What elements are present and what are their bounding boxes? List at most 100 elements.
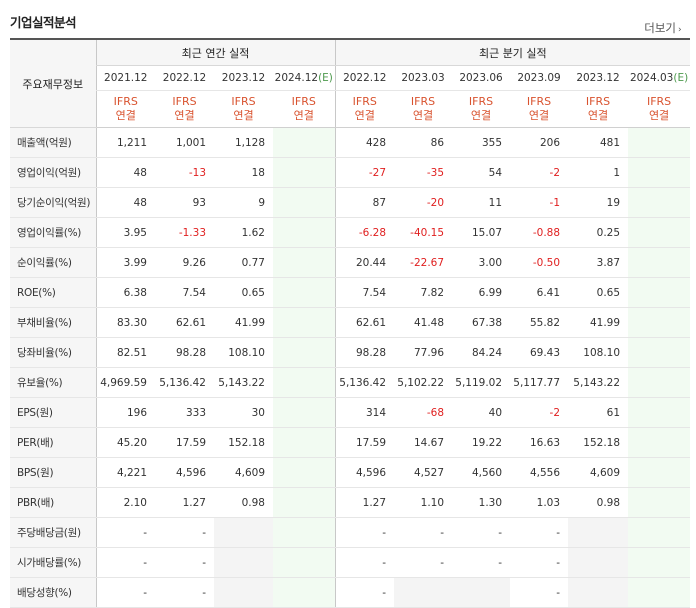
table-cell: 3.99 bbox=[95, 247, 155, 278]
table-cell bbox=[568, 517, 629, 548]
basis-header: IFRS 연결 bbox=[394, 90, 453, 128]
row-header: 주요재무정보 bbox=[10, 38, 96, 128]
table-cell: 108.10 bbox=[214, 337, 273, 368]
basis-sub-label: 연결 bbox=[470, 109, 492, 122]
table-cell: - bbox=[95, 517, 155, 548]
table-cell: - bbox=[155, 517, 214, 548]
table-cell: 3.87 bbox=[568, 247, 629, 278]
table-cell bbox=[273, 277, 336, 308]
row-label: BPS(원) bbox=[10, 457, 96, 488]
period-label: 2023.06 bbox=[459, 72, 503, 84]
table-cell: 5,119.02 bbox=[452, 367, 511, 398]
table-row: ROE(%) 6.38 7.54 0.65 7.54 7.82 6.99 6.41 0.65 bbox=[10, 277, 691, 308]
table-cell: -2 bbox=[510, 397, 569, 428]
table-cell bbox=[628, 457, 691, 488]
row-label: 배당성향(%) bbox=[10, 577, 96, 608]
table-cell: 0.65 bbox=[214, 277, 273, 308]
table-cell bbox=[394, 577, 453, 608]
table-cell: 3.00 bbox=[452, 247, 511, 278]
table-cell: 4,969.59 bbox=[95, 367, 155, 398]
period-header: 2023.09 bbox=[510, 65, 569, 91]
table-cell: 4,596 bbox=[155, 457, 214, 488]
table-cell bbox=[273, 367, 336, 398]
table-cell: - bbox=[452, 547, 511, 578]
table-cell: 2.10 bbox=[95, 487, 155, 518]
table-cell: - bbox=[334, 517, 395, 548]
table-cell: - bbox=[510, 577, 569, 608]
table-cell: 86 bbox=[394, 127, 453, 158]
period-label: 2021.12 bbox=[104, 72, 148, 84]
table-cell: 108.10 bbox=[568, 337, 629, 368]
period-label: 2023.09 bbox=[517, 72, 561, 84]
table-cell: 5,136.42 bbox=[334, 367, 395, 398]
table-cell: 11 bbox=[452, 187, 511, 218]
table-cell: 9.26 bbox=[155, 247, 214, 278]
table-cell: -35 bbox=[394, 157, 453, 188]
table-row: 영업이익(억원) 48 -13 18 -27 -35 54 -2 1 bbox=[10, 157, 691, 188]
row-label: 당좌비율(%) bbox=[10, 337, 96, 368]
table-cell: - bbox=[334, 547, 395, 578]
table-cell: 1.27 bbox=[155, 487, 214, 518]
basis-header: IFRS 연결 bbox=[510, 90, 569, 128]
table-cell bbox=[273, 487, 336, 518]
table-cell: 7.82 bbox=[394, 277, 453, 308]
row-label: 당기순이익(억원) bbox=[10, 187, 96, 218]
table-cell bbox=[273, 157, 336, 188]
table-cell: -6.28 bbox=[334, 217, 395, 248]
basis-label: IFRS bbox=[231, 95, 256, 108]
table-cell bbox=[628, 247, 691, 278]
estimate-mark: (E) bbox=[673, 72, 689, 84]
table-cell: - bbox=[155, 547, 214, 578]
table-cell: -22.67 bbox=[394, 247, 453, 278]
table-cell bbox=[273, 427, 336, 458]
table-cell bbox=[273, 397, 336, 428]
table-cell: 19.22 bbox=[452, 427, 511, 458]
table-cell: - bbox=[334, 577, 395, 608]
row-label: EPS(원) bbox=[10, 397, 96, 428]
table-row: BPS(원) 4,221 4,596 4,609 4,596 4,527 4,560 4,55… bbox=[10, 457, 691, 488]
table-cell: 4,221 bbox=[95, 457, 155, 488]
table-cell bbox=[452, 577, 511, 608]
table-cell: 54 bbox=[452, 157, 511, 188]
table-cell: 61 bbox=[568, 397, 629, 428]
period-header: 2023.12 bbox=[568, 65, 629, 91]
table-cell: 5,143.22 bbox=[214, 367, 273, 398]
table-cell: -20 bbox=[394, 187, 453, 218]
table-cell: 14.67 bbox=[394, 427, 453, 458]
table-cell bbox=[628, 577, 691, 608]
more-link[interactable]: 더보기 › bbox=[644, 20, 686, 36]
period-header: 2023.03 bbox=[394, 65, 453, 91]
table-cell: -1 bbox=[510, 187, 569, 218]
table-cell: 62.61 bbox=[334, 307, 395, 338]
basis-sub-label: 연결 bbox=[354, 109, 375, 122]
table-cell: 1,001 bbox=[155, 127, 214, 158]
more-link-label: 더보기 bbox=[644, 21, 676, 35]
table-row: 당좌비율(%) 82.51 98.28 108.10 98.28 77.96 84.24 69… bbox=[10, 337, 691, 368]
table-cell: 1,128 bbox=[214, 127, 273, 158]
table-cell: 82.51 bbox=[95, 337, 155, 368]
table-cell: 4,556 bbox=[510, 457, 569, 488]
table-cell bbox=[568, 577, 629, 608]
table-cell: 0.77 bbox=[214, 247, 273, 278]
table-cell: 84.24 bbox=[452, 337, 511, 368]
table-row: 부채비율(%) 83.30 62.61 41.99 62.61 41.48 67.38 55.… bbox=[10, 307, 691, 338]
table-cell: 69.43 bbox=[510, 337, 569, 368]
table-cell bbox=[214, 547, 273, 578]
table-cell: 1.27 bbox=[334, 487, 395, 518]
table-cell bbox=[214, 517, 273, 548]
basis-sub-label: 연결 bbox=[233, 109, 254, 122]
basis-sub-label: 연결 bbox=[174, 109, 195, 122]
table-cell bbox=[273, 457, 336, 488]
row-label: 영업이익(억원) bbox=[10, 157, 96, 188]
chevron-right-icon: › bbox=[678, 25, 682, 35]
table-cell: - bbox=[155, 577, 214, 608]
table-cell: 98.28 bbox=[334, 337, 395, 368]
table-cell: -40.15 bbox=[394, 217, 453, 248]
table-cell: 93 bbox=[155, 187, 214, 218]
period-label: 2024.03 bbox=[629, 72, 674, 84]
period-label: 2024.12 bbox=[274, 72, 319, 84]
basis-label: IFRS bbox=[526, 95, 552, 108]
table-cell: 40 bbox=[452, 397, 511, 428]
table-cell: 3.95 bbox=[95, 217, 155, 248]
